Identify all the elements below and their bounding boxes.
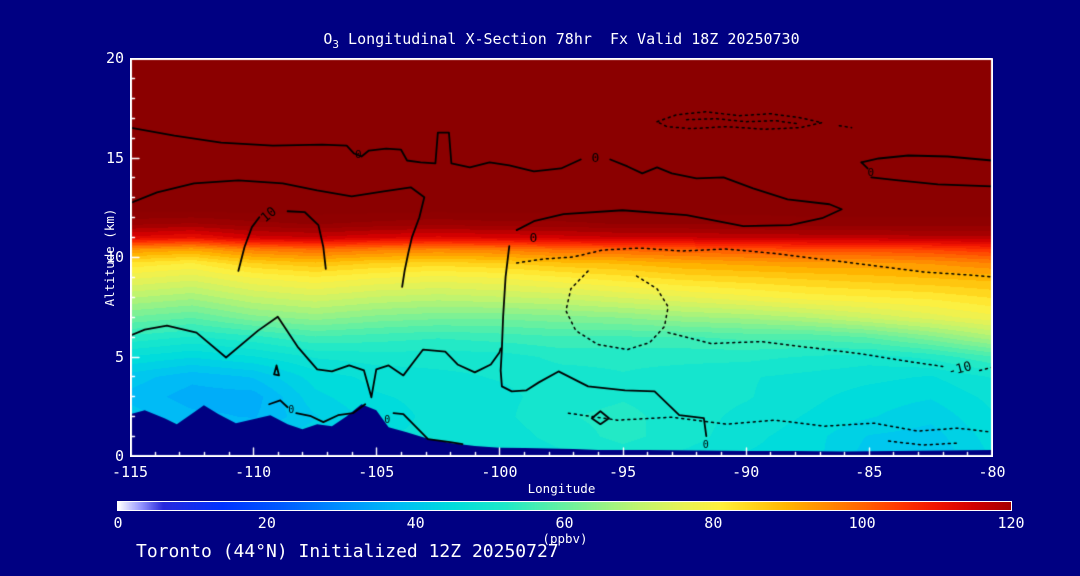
colorbar-tick-label: 60	[555, 514, 574, 532]
x-tick-label: -80	[978, 463, 1006, 481]
x-tick-label: -95	[609, 463, 637, 481]
colorbar	[117, 501, 1012, 511]
x-tick-label: -100	[481, 463, 518, 481]
colorbar-tick-label: 100	[848, 514, 876, 532]
x-tick-label: -90	[732, 463, 760, 481]
y-tick-label: 20	[105, 49, 124, 67]
plot-canvas	[130, 58, 993, 457]
y-tick-label: 0	[114, 447, 124, 465]
y-tick-label: 15	[105, 148, 124, 167]
x-tick-label: -105	[358, 463, 395, 481]
x-tick-label: -85	[855, 463, 883, 481]
initialization-caption: Toronto (44°N) Initialized 12Z 20250727	[136, 541, 559, 562]
colorbar-tick-label: 80	[704, 514, 723, 532]
y-tick-label: 5	[114, 347, 124, 366]
x-tick-label: -115	[111, 463, 149, 481]
colorbar-tick-label: 120	[997, 514, 1025, 532]
colorbar-tick-label: 0	[113, 514, 123, 532]
chart-title-rest: Longitudinal X-Section 78hr Fx Valid 18Z…	[339, 30, 800, 48]
colorbar-tick-label: 40	[406, 514, 425, 532]
chart-title: O3 Longitudinal X-Section 78hr Fx Valid …	[130, 30, 993, 51]
chart-title-o: O	[323, 30, 333, 48]
x-tick-label: -110	[235, 463, 272, 481]
y-tick-label: 10	[105, 248, 124, 266]
colorbar-tick-label: 20	[257, 514, 276, 532]
x-axis-label: Longitude	[527, 481, 596, 496]
colorbar-units-label: (ppbv)	[542, 531, 588, 546]
chart-title-subscript: 3	[332, 38, 340, 51]
